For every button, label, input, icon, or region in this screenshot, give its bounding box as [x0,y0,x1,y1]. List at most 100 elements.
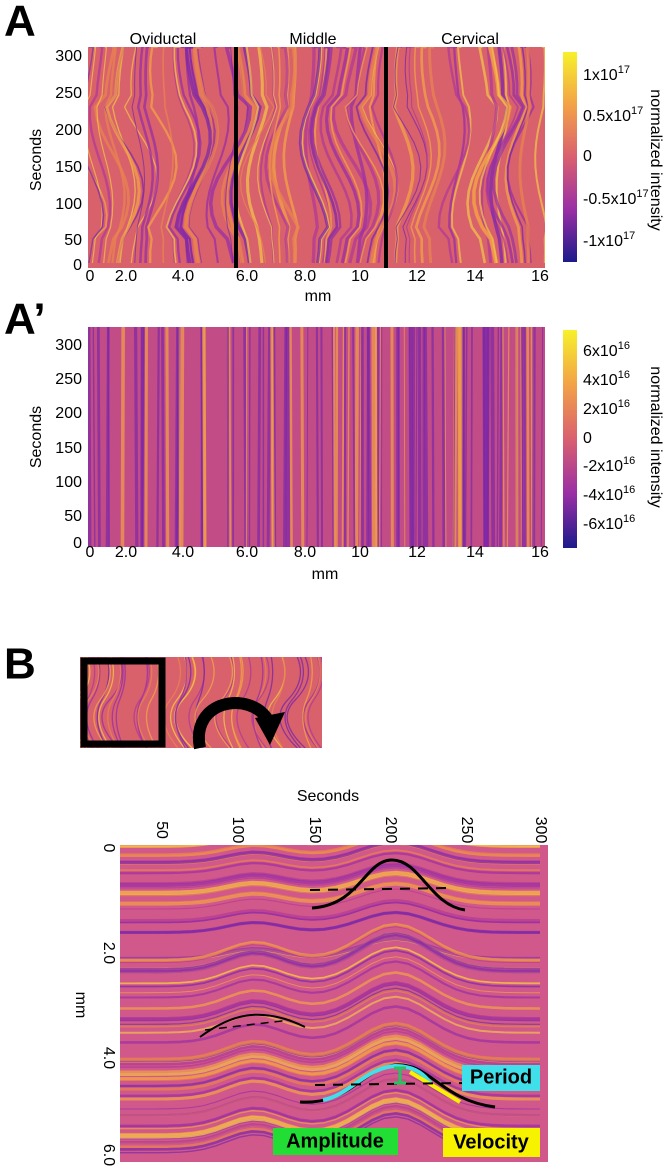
tick-label: 14 [466,544,484,561]
amplitude-marker [394,1066,406,1085]
exponent: 17 [631,105,643,117]
band [120,1091,540,1130]
streak [161,327,165,547]
streak [175,657,188,748]
exponent: 16 [618,398,630,410]
colorbar-label: normalized intensity [647,89,664,230]
band [120,1078,540,1117]
streak [437,47,471,264]
streak [484,327,488,547]
tick-label: 10 [351,268,369,285]
exponent: 16 [623,455,635,467]
tick-label: 16 [531,544,549,561]
streak [226,47,253,264]
y-axis-label: Seconds [28,406,45,468]
tick-label: 0 [100,844,117,853]
streak [344,47,385,264]
streak [93,657,111,748]
streak [409,327,414,547]
band [120,946,540,985]
colorbar-tick-label: 4x1016 [583,369,630,389]
streak [472,47,512,264]
tick-label: 200 [382,817,399,844]
streak [85,657,101,748]
streak [518,47,531,264]
y-axis-label: Seconds [28,129,45,191]
streak [378,327,381,547]
band [120,874,540,897]
tick-label: 4.0 [172,544,194,561]
x-axis-label: mm [305,288,332,305]
streak [264,47,290,264]
streak [200,327,205,547]
exponent: 16 [623,484,635,496]
streak [478,47,508,264]
tick-label: 10 [351,544,369,561]
streak [96,327,101,547]
tick-label: 200 [55,405,82,422]
colorbar-tick-label: -4x1016 [583,484,635,504]
panel-label: A’ [4,295,46,344]
streak [499,327,504,547]
tick-label: 200 [55,122,82,139]
streak [120,327,125,547]
annotation-box [443,1128,540,1157]
streak [115,657,126,748]
tick-label: 50 [64,508,82,525]
band [120,845,540,848]
colorbar-tick-label: -6x1016 [583,513,635,533]
streak [141,327,145,547]
streak [174,327,179,547]
streak [457,327,461,547]
tick-label: 6.0 [236,268,258,285]
streak [144,327,148,547]
streak [444,327,447,547]
streak [331,327,334,547]
streak [289,327,293,547]
tick-label: 100 [229,817,246,844]
band [120,851,540,874]
mantissa: 2x10 [583,401,618,418]
tick-label: 6.0 [236,544,258,561]
streak [234,47,260,264]
streak [160,47,174,264]
tick-label: 12 [408,268,426,285]
baseline [204,1019,291,1031]
annotation-box [273,1128,398,1155]
streak [304,657,321,748]
streak [205,47,230,264]
tick-label: 8.0 [294,268,316,285]
kymograph-texture [88,47,545,264]
tick-label: 2.0 [115,268,137,285]
streak [243,327,248,547]
band [120,931,540,970]
streak [303,47,319,264]
streak [257,327,262,547]
streak [286,657,310,748]
tick-label: 0 [86,268,95,285]
x-axis-label: mm [312,566,339,583]
streak [506,47,530,264]
mantissa: -2x10 [583,458,623,475]
colorbar [563,330,577,548]
band [120,845,540,848]
band [120,922,540,962]
streak [309,47,339,264]
streak [502,327,505,547]
streak [320,327,324,547]
band [120,1005,540,1044]
selection-box [80,657,166,748]
streak [330,47,363,264]
streak [431,327,435,547]
streak [80,657,91,748]
mantissa: 4x10 [583,372,618,389]
mantissa: -1x10 [583,233,623,250]
streak [165,47,198,264]
streak [131,47,146,264]
exponent: 16 [623,513,635,525]
streak [352,327,356,547]
band [120,934,540,974]
band [120,1027,540,1066]
colorbar-tick-label: 0 [583,148,592,165]
colorbar-tick-label: 6x1016 [583,340,630,360]
